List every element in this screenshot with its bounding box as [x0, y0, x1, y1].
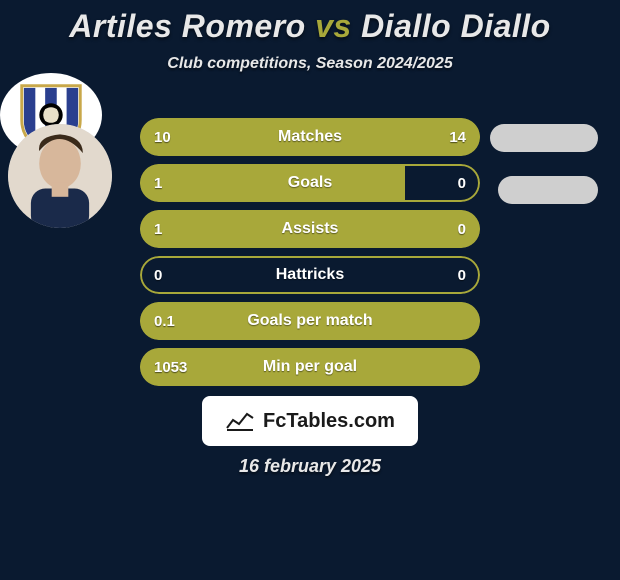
- stat-row: Assists1 0: [140, 210, 480, 248]
- player-a-name: Artiles Romero: [69, 8, 305, 44]
- stat-label: Min per goal: [140, 348, 480, 386]
- stat-row: Min per goal1053: [140, 348, 480, 386]
- stat-value-right: 14: [449, 118, 466, 156]
- stat-value-left: 1: [154, 210, 162, 248]
- stat-row: Goals1 0: [140, 164, 480, 202]
- stat-value-left: 0: [154, 256, 162, 294]
- stat-value-left: 0.1: [154, 302, 175, 340]
- stat-label: Goals: [140, 164, 480, 202]
- stat-value-right: 0: [458, 210, 466, 248]
- stat-label: Matches: [140, 118, 480, 156]
- player-b-avatar-placeholder: [490, 124, 598, 152]
- player-b-crest-placeholder: [498, 176, 598, 204]
- stats-table: Matches1014Goals10Assists10Hattricks00Go…: [140, 118, 480, 394]
- stat-value-right: 0: [458, 164, 466, 202]
- vs-word: vs: [315, 8, 352, 44]
- stat-label: Hattricks: [140, 256, 480, 294]
- stat-row: Hattricks0 0: [140, 256, 480, 294]
- stat-row: Goals per match0.1: [140, 302, 480, 340]
- branding-text: FcTables.com: [263, 410, 395, 433]
- subtitle-text: Club competitions, Season 2024/2025: [167, 55, 452, 72]
- player-b-name: Diallo Diallo: [361, 8, 551, 44]
- stat-value-left: 10: [154, 118, 171, 156]
- stat-label: Goals per match: [140, 302, 480, 340]
- stat-label: Assists: [140, 210, 480, 248]
- branding-icon: [225, 410, 255, 432]
- comparison-title: Artiles Romero vs Diallo Diallo: [0, 0, 620, 45]
- date-text: 16 february 2025: [239, 456, 381, 476]
- stat-row: Matches10 14: [140, 118, 480, 156]
- player-a-avatar: [8, 124, 112, 228]
- branding-badge: FcTables.com: [202, 396, 418, 446]
- date-label: 16 february 2025: [0, 456, 620, 477]
- stat-value-left: 1: [154, 164, 162, 202]
- stat-value-right: 0: [458, 256, 466, 294]
- subtitle: Club competitions, Season 2024/2025: [0, 55, 620, 73]
- stat-value-left: 1053: [154, 348, 187, 386]
